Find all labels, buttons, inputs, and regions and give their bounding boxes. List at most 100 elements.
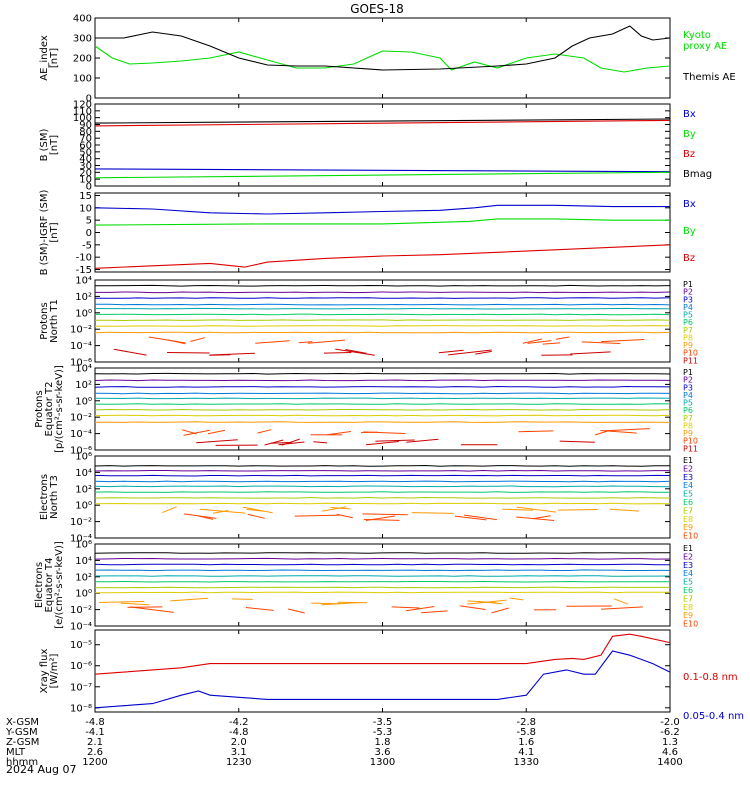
panel-pe: 10⁻⁶ 10⁻⁴ 10⁻² 10⁰ 10² 10⁴ Protons Equator T2 [p… bbox=[34, 364, 698, 457]
channel-line-e1 bbox=[94, 464, 671, 467]
channel-segment-e10 bbox=[294, 514, 340, 517]
y-tick-label: 10² bbox=[75, 572, 92, 583]
channel-label: E2 bbox=[683, 552, 693, 561]
y-tick-label: 10² bbox=[75, 292, 92, 303]
series-line-bmag bbox=[94, 118, 671, 124]
channel-segment-p10 bbox=[327, 431, 351, 436]
channel-segment-e9 bbox=[609, 508, 639, 512]
date-label: 2024 Aug 07 bbox=[6, 763, 76, 776]
y-tick-label: 100 bbox=[73, 113, 92, 124]
y-tick-label: 60 bbox=[79, 141, 92, 152]
y-tick-label: 10⁻⁴ bbox=[70, 341, 92, 352]
channel-line-p5 bbox=[94, 397, 671, 400]
channel-line-p6 bbox=[94, 403, 671, 405]
channel-segment-p10 bbox=[183, 429, 211, 436]
channel-label: E5 bbox=[683, 578, 693, 587]
legend-label: By bbox=[683, 129, 696, 140]
y-axis-label: Equator T4 bbox=[44, 558, 55, 613]
channel-segment-e9 bbox=[99, 600, 145, 603]
y-tick-label: 200 bbox=[73, 54, 92, 65]
x-row-label: hhmm bbox=[6, 757, 38, 768]
y-tick-label: 10⁻⁴ bbox=[70, 429, 92, 440]
legend-label: Bmag bbox=[683, 169, 712, 180]
series-line-bx bbox=[94, 204, 670, 215]
x-row-value: -3.5 bbox=[373, 717, 393, 728]
y-tick-label: 10⁰ bbox=[75, 308, 92, 319]
channel-segment-p11 bbox=[406, 438, 439, 443]
channel-label: P4 bbox=[683, 391, 693, 400]
channel-line-e6 bbox=[94, 491, 670, 493]
channel-segment-p10 bbox=[363, 431, 406, 434]
y-tick-label: 10⁰ bbox=[75, 589, 92, 600]
y-tick-label: 10⁻⁸ bbox=[70, 703, 92, 714]
channel-line-e5 bbox=[94, 485, 671, 488]
y-tick-label: 10⁶ bbox=[75, 540, 92, 551]
x-row-value: -4.8 bbox=[85, 717, 105, 728]
legend-label: Bz bbox=[683, 253, 695, 264]
x-axis-table: X-GSM -4.8 -4.2 -3.5 -2.8 -2.0Y-GSM -4.1 -4.8 -5… bbox=[5, 717, 683, 768]
channel-label: E8 bbox=[683, 515, 693, 524]
channel-segment-e10 bbox=[247, 513, 266, 519]
channel-segment-e9 bbox=[502, 508, 534, 511]
channel-segment-e10 bbox=[127, 606, 163, 608]
channel-label: E6 bbox=[683, 586, 693, 595]
channel-segment-p11 bbox=[323, 352, 352, 354]
y-tick-label: 0 bbox=[86, 94, 92, 105]
y-tick-label: 10 bbox=[79, 175, 92, 186]
series-line-0-1-0-8-nm bbox=[94, 633, 671, 675]
channel-segment-e10 bbox=[184, 513, 217, 519]
channel-segment-e9 bbox=[509, 597, 524, 601]
legend-label: Bx bbox=[683, 109, 696, 120]
y-axis-label: B (SM)-IGRF (SM) bbox=[39, 190, 50, 276]
channel-segment-e9 bbox=[232, 598, 253, 600]
x-row-value: 2.1 bbox=[87, 737, 103, 748]
channel-line-e8 bbox=[95, 591, 671, 594]
channel-label: E4 bbox=[683, 481, 693, 490]
channel-label: P1 bbox=[683, 368, 693, 377]
channel-segment-e9 bbox=[467, 600, 497, 604]
channel-line-p5 bbox=[94, 307, 671, 310]
channel-line-p2 bbox=[94, 379, 671, 382]
legend-label: Bx bbox=[683, 199, 696, 210]
channel-segment-p10 bbox=[542, 342, 561, 345]
y-axis-label: Protons bbox=[34, 390, 45, 427]
panel-frame bbox=[94, 543, 671, 627]
channel-line-e6 bbox=[94, 580, 671, 583]
x-row-value: 1300 bbox=[370, 757, 395, 768]
channel-line-e1 bbox=[94, 552, 671, 554]
y-axis-label: [W/m²] bbox=[49, 653, 60, 688]
y-axis-label: Electrons bbox=[34, 562, 45, 608]
channel-label: P2 bbox=[683, 288, 693, 297]
x-row-value: 1330 bbox=[514, 757, 539, 768]
channel-label: P5 bbox=[683, 399, 693, 408]
channel-line-p8 bbox=[94, 414, 671, 417]
channel-segment-p11 bbox=[438, 349, 464, 354]
series-line-bx bbox=[94, 168, 671, 173]
y-tick-label: 15 bbox=[79, 191, 92, 202]
channel-line-e2 bbox=[94, 557, 671, 560]
y-axis-label: B (SM) bbox=[39, 128, 50, 161]
y-tick-label: 0 bbox=[86, 182, 92, 193]
channel-label: P6 bbox=[683, 318, 693, 327]
channel-line-e3 bbox=[94, 474, 671, 477]
channel-segment-e10 bbox=[362, 513, 408, 516]
channel-label: E1 bbox=[683, 456, 693, 465]
channel-label: E7 bbox=[683, 506, 693, 515]
x-row-label: Z-GSM bbox=[6, 737, 39, 748]
y-tick-label: 10⁴ bbox=[75, 468, 92, 479]
channel-segment-e9 bbox=[330, 507, 351, 510]
channel-segment-e10 bbox=[491, 607, 510, 614]
channel-segment-p10 bbox=[555, 336, 570, 340]
y-tick-label: 10⁻⁶ bbox=[70, 661, 92, 672]
x-row-value: 1.3 bbox=[662, 737, 678, 748]
channel-label: P11 bbox=[683, 444, 698, 453]
channel-segment-e9 bbox=[242, 506, 273, 514]
channel-line-p9 bbox=[94, 331, 671, 334]
channel-line-p8 bbox=[94, 325, 671, 327]
channel-segment-p11 bbox=[209, 352, 255, 356]
y-axis-label: [nT] bbox=[49, 135, 60, 155]
channel-label: E2 bbox=[683, 464, 693, 473]
y-tick-label: 10⁻⁵ bbox=[70, 640, 92, 651]
